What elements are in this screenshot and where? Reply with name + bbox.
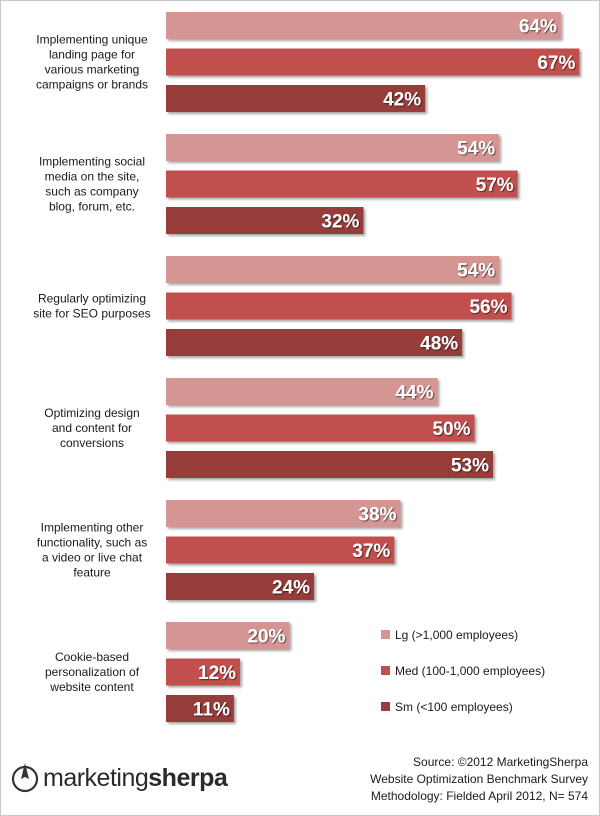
data-label: 44% — [395, 383, 433, 404]
category-label: Implementing other functionality, such as… — [37, 521, 148, 580]
logo-wordmark: marketingsherpa — [43, 763, 228, 793]
source-note: Source: ©2012 MarketingSherpa Website Op… — [370, 754, 588, 805]
legend-swatch — [381, 666, 390, 675]
bar — [166, 207, 364, 234]
bar — [166, 573, 315, 600]
bars-layer: 64% 67% 42% 54% 57% 32% 54% 56% 48% 44% 50% 53% 38% 3… — [166, 12, 580, 722]
legend-label: Sm (<100 employees) — [395, 700, 513, 714]
data-label: 56% — [469, 297, 507, 318]
legend-swatch — [381, 702, 390, 711]
legend-label: Lg (>1,000 employees) — [395, 628, 518, 642]
marketingsherpa-logo: marketingsherpa — [10, 760, 228, 796]
bar — [166, 329, 463, 356]
bar — [166, 500, 401, 527]
bar — [166, 695, 234, 722]
bar — [166, 48, 580, 76]
data-label: 64% — [519, 17, 557, 38]
bar — [166, 536, 395, 564]
category-label: Optimizing design and content for conversi… — [44, 406, 139, 450]
data-label: 20% — [247, 627, 285, 648]
data-label: 24% — [272, 578, 310, 599]
bar — [166, 414, 475, 442]
bar — [166, 658, 241, 686]
logo-part-sherpa: sherpa — [148, 763, 228, 792]
data-label: 32% — [321, 212, 359, 233]
data-label: 11% — [193, 700, 230, 721]
data-label: 54% — [457, 261, 495, 282]
source-line-1: Source: ©2012 MarketingSherpa — [413, 755, 588, 769]
bar — [166, 134, 500, 161]
data-label: 12% — [198, 663, 236, 684]
source-line-2: Website Optimization Benchmark Survey — [370, 772, 588, 786]
data-label: 42% — [383, 90, 421, 111]
bar — [166, 170, 518, 198]
bar — [166, 378, 438, 405]
data-label: 53% — [451, 456, 489, 477]
bar — [166, 85, 426, 112]
data-label: 57% — [476, 175, 514, 196]
data-label: 48% — [420, 334, 458, 355]
category-label: Cookie-based personalization of website co… — [45, 650, 140, 694]
bar — [166, 12, 561, 39]
legend-label: Med (100-1,000 employees) — [395, 664, 545, 678]
legend: Lg (>1,000 employees) Med (100-1,000 empl… — [381, 628, 545, 714]
data-label: 50% — [432, 419, 470, 440]
source-line-3: Methodology: Fielded April 2012, N= 574 — [370, 789, 588, 803]
bar — [166, 622, 290, 649]
compass-icon — [11, 763, 39, 793]
bar — [166, 256, 500, 283]
category-label: Implementing unique landing page for vario… — [36, 33, 148, 92]
category-label: Implementing social media on the site, suc… — [39, 155, 145, 214]
data-label: 38% — [358, 505, 396, 526]
data-label: 67% — [537, 53, 575, 74]
category-label: Regularly optimizing site for SEO purpose… — [33, 292, 150, 321]
data-label: 37% — [352, 541, 390, 562]
bar — [166, 292, 512, 320]
data-label: 54% — [457, 139, 495, 160]
category-labels: Implementing unique landing page for vario… — [33, 33, 150, 695]
bar — [166, 451, 494, 478]
legend-swatch — [381, 630, 390, 639]
logo-part-marketing: marketing — [43, 763, 149, 792]
